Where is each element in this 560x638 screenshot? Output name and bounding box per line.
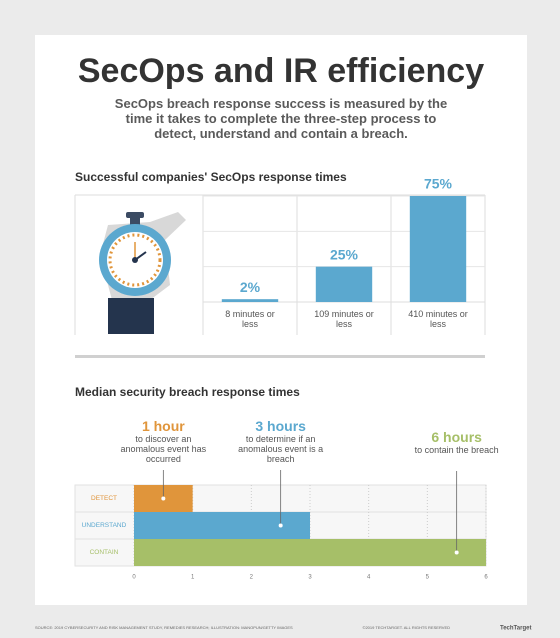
annotation-headline: 3 hours xyxy=(255,418,306,434)
annotation-headline: 1 hour xyxy=(141,418,185,434)
y-tick-label: CONTAIN xyxy=(90,549,119,556)
annotation-headline: 6 hours xyxy=(431,429,482,445)
x-tick-label: 3 xyxy=(308,575,312,581)
y-tick-label: UNDERSTAND xyxy=(82,522,127,529)
copyright-note: ©2019 TECHTARGET. ALL RIGHTS RESERVED xyxy=(363,625,451,630)
stopwatch-illustration xyxy=(99,212,186,334)
value-label: 2% xyxy=(240,279,261,295)
divider-rule xyxy=(75,355,485,358)
x-tick-label: 6 xyxy=(484,575,488,581)
bar xyxy=(134,539,486,566)
y-tick-label: DETECT xyxy=(91,495,117,502)
x-tick-label: 410 minutes or less xyxy=(408,309,468,329)
bar xyxy=(409,196,467,302)
x-tick-label: 4 xyxy=(367,575,371,581)
x-tick-label: 1 xyxy=(191,575,195,581)
x-tick-label: 2 xyxy=(250,575,254,581)
value-label: 25% xyxy=(330,246,359,262)
value-label: 75% xyxy=(424,176,453,192)
annotation-text: to determine if an anomalous event is a … xyxy=(238,434,324,464)
annotation-dot xyxy=(161,496,166,501)
x-tick-label: 0 xyxy=(132,575,136,581)
chart-title: Successful companies' SecOps response ti… xyxy=(75,170,347,184)
page-subtitle: SecOps breach response success is measur… xyxy=(114,96,448,141)
bar xyxy=(221,299,279,302)
source-note: SOURCE: 2019 CYBERSECURITY AND RISK MANA… xyxy=(35,625,293,630)
annotation-dot xyxy=(454,550,459,555)
x-tick-label: 5 xyxy=(426,575,430,581)
x-tick-label: 109 minutes or less xyxy=(314,309,374,329)
annotation-dot xyxy=(278,523,283,528)
logo: TechTarget xyxy=(500,626,531,632)
chart-title: Median security breach response times xyxy=(75,385,300,399)
x-tick-label: 8 minutes or less xyxy=(225,309,275,329)
annotation-text: to discover an anomalous event has occur… xyxy=(120,434,207,464)
page-title: SecOps and IR efficiency xyxy=(77,52,485,90)
bar xyxy=(134,512,310,539)
bar xyxy=(315,266,373,302)
annotation-text: to contain the breach xyxy=(414,445,499,455)
